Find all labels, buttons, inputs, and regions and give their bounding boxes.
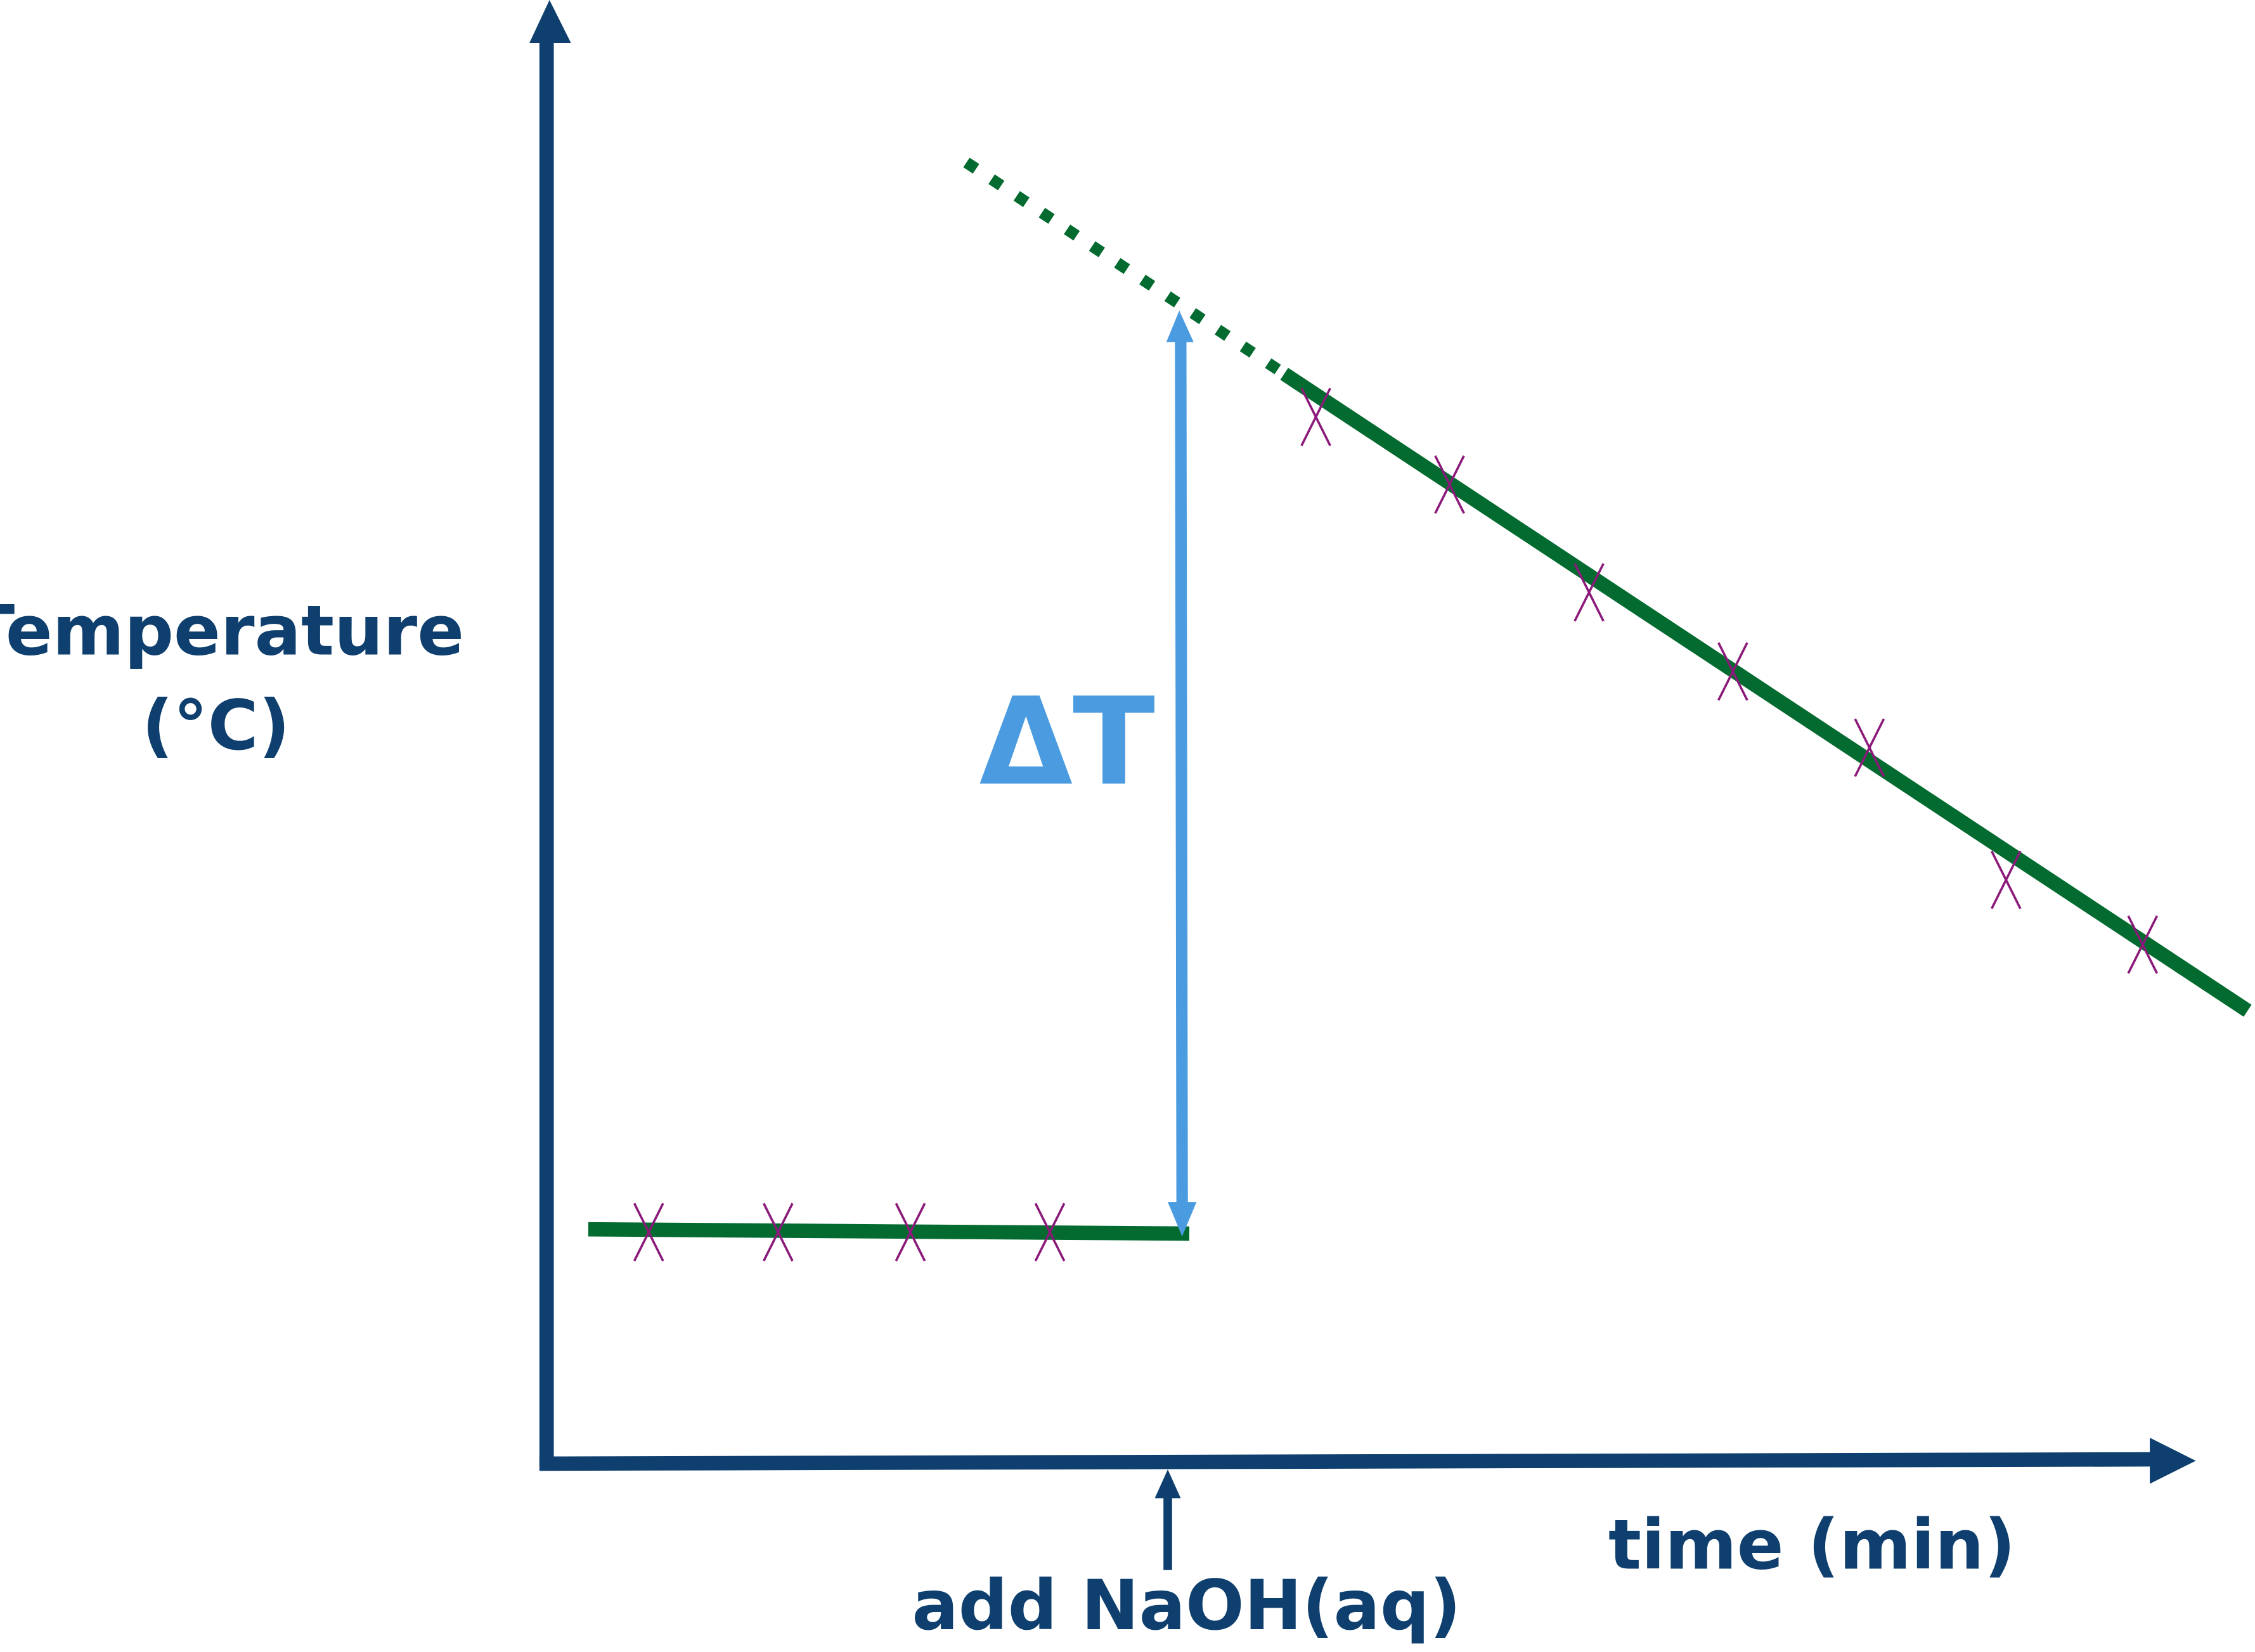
delta-arrow <box>1166 310 1197 1237</box>
axes <box>529 0 2196 1484</box>
y-axis-unit: (°C) <box>142 685 290 766</box>
point <box>763 1203 794 1262</box>
y-axis-arrowhead <box>529 0 571 44</box>
point <box>1034 1203 1066 1262</box>
point <box>895 1203 926 1262</box>
event-arrow <box>1154 1469 1181 1570</box>
baseline <box>588 1222 1190 1241</box>
extrapolation <box>963 157 1288 379</box>
point <box>1300 387 1331 446</box>
point <box>2127 915 2159 974</box>
point <box>1854 718 1885 777</box>
point <box>633 1203 664 1262</box>
data-points <box>633 387 2159 1262</box>
event-label: add NaOH(aq) <box>912 1565 1461 1646</box>
point <box>1990 850 2022 910</box>
delta-label: ΔT <box>979 671 1155 812</box>
y-axis-label: Temperature <box>0 590 464 671</box>
point <box>1573 563 1605 622</box>
x-axis-label: time (min) <box>1608 1505 2015 1585</box>
x-axis-arrowhead <box>2150 1438 2196 1484</box>
x-axis <box>539 1452 2157 1471</box>
point <box>1717 642 1748 701</box>
cooling-line <box>1280 368 2252 1017</box>
point <box>1434 455 1465 514</box>
